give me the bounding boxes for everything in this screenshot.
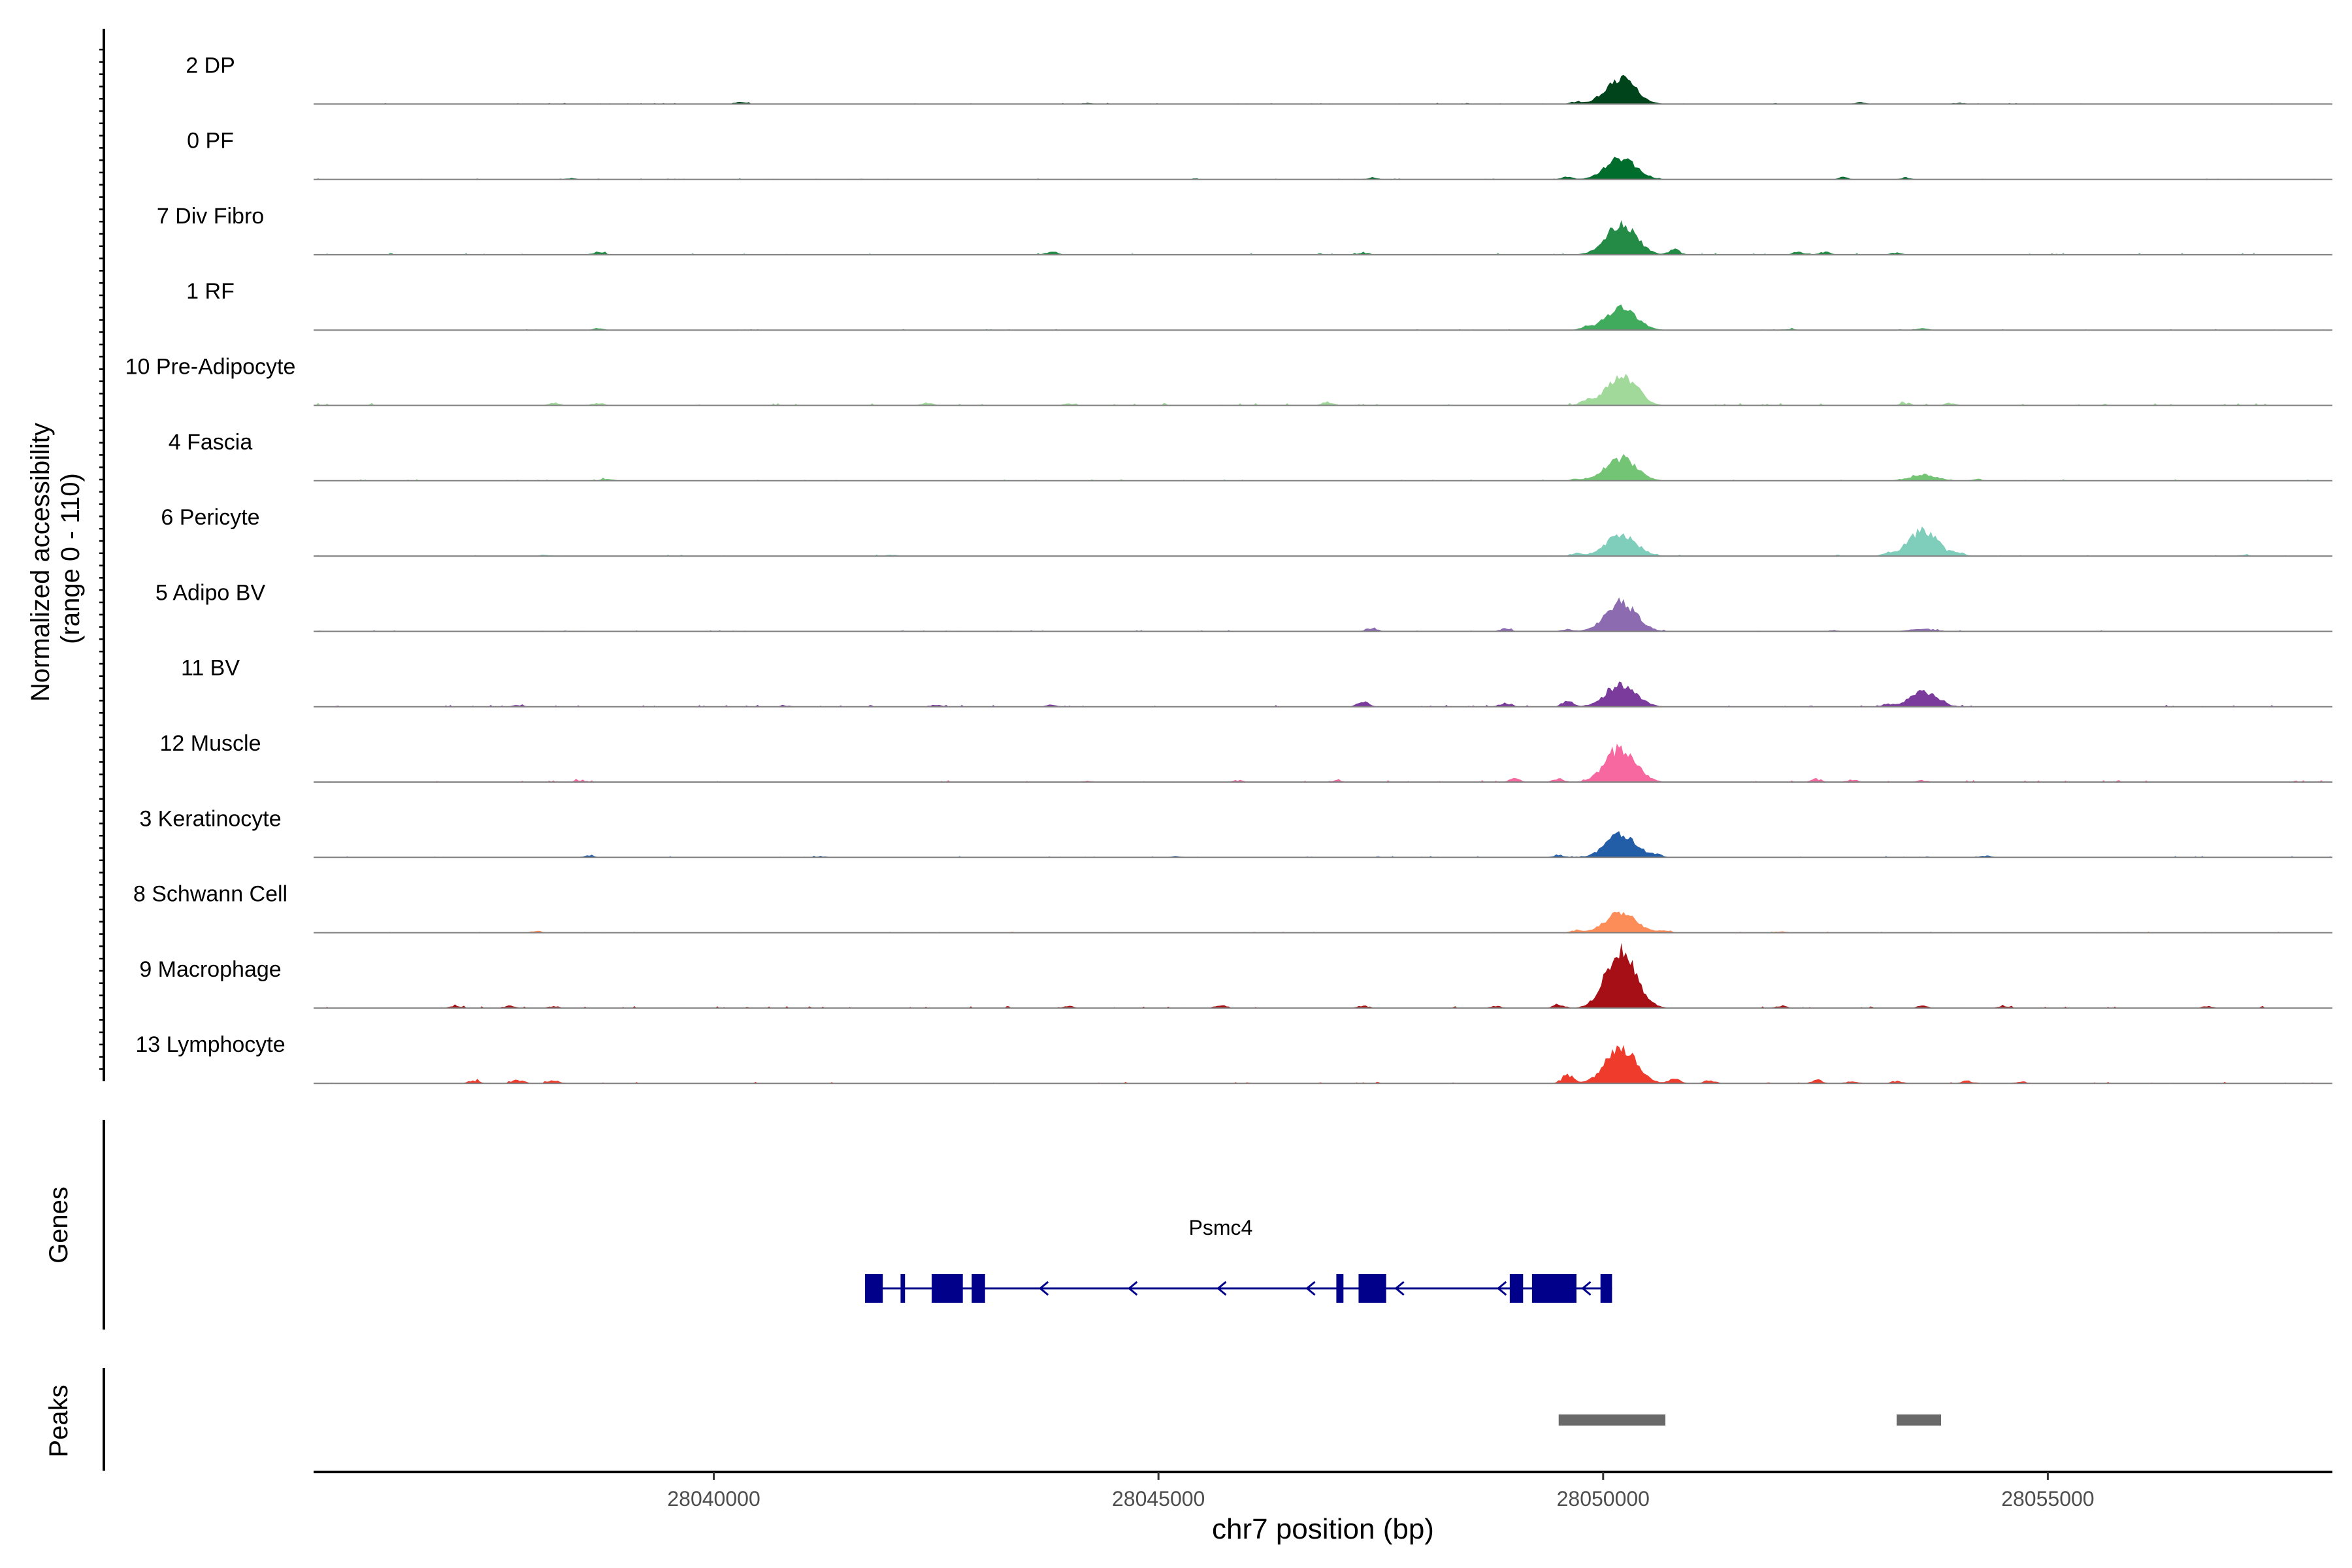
coverage-area [314, 743, 2332, 782]
gene-exon [1531, 1274, 1576, 1303]
track-label: 2 DP [186, 53, 235, 78]
x-tick-label: 28055000 [2001, 1487, 2094, 1511]
coverage-area [314, 74, 2332, 105]
gene-exon [1600, 1274, 1612, 1303]
strand-arrow [1305, 1281, 1316, 1296]
gene-exon [1509, 1274, 1524, 1303]
track-9-macrophage: 9 Macrophage [139, 943, 2332, 1009]
coverage-area [314, 527, 2332, 557]
gene-exon [864, 1274, 883, 1303]
strand-arrow [1394, 1281, 1405, 1296]
track-label: 0 PF [187, 129, 234, 154]
track-3-keratinocyte: 3 Keratinocyte [139, 806, 2332, 858]
gene-label: Psmc4 [1189, 1216, 1253, 1239]
x-tick-label: 28050000 [1557, 1487, 1650, 1511]
coverage-area [314, 156, 2332, 180]
track-12-muscle: 12 Muscle [160, 731, 2332, 783]
coverage-area [314, 304, 2332, 331]
gene-exon [1336, 1274, 1344, 1303]
peaks-axis-label: Peaks [44, 1384, 73, 1457]
strand-arrow [1581, 1281, 1592, 1296]
strand-arrow [1217, 1281, 1227, 1296]
x-axis-title: chr7 position (bp) [1212, 1513, 1434, 1545]
x-tick-label: 28045000 [1112, 1487, 1205, 1511]
strand-arrow [1127, 1281, 1138, 1296]
gene-track: Psmc4 [864, 1216, 1612, 1303]
track-label: 4 Fascia [169, 430, 253, 455]
track-2-dp: 2 DP [186, 53, 2332, 105]
coverage-area [314, 831, 2332, 858]
gene-exon [932, 1274, 963, 1303]
coverage-area [314, 1045, 2332, 1084]
track-label: 6 Pericyte [161, 505, 259, 530]
gene-exon [900, 1274, 906, 1303]
coverage-area [314, 911, 2332, 933]
peak-region [1558, 1414, 1666, 1426]
track-label: 13 Lymphocyte [135, 1032, 285, 1057]
track-7-div-fibro: 7 Div Fibro [157, 204, 2332, 255]
track-1-rf: 1 RF [186, 279, 2332, 331]
track-label: 5 Adipo BV [155, 580, 266, 605]
strand-arrow [1038, 1281, 1049, 1296]
track-label: 3 Keratinocyte [139, 806, 281, 831]
x-tick-label: 28040000 [667, 1487, 760, 1511]
coverage-y-axis-label: Normalized accessibility (range 0 - 110) [26, 416, 85, 702]
track-6-pericyte: 6 Pericyte [161, 505, 2332, 557]
x-axis-ticks: 28040000 28045000 28050000 28055000 [667, 1472, 2095, 1511]
track-4-fascia: 4 Fascia [169, 430, 2332, 482]
genes-axis-label: Genes [44, 1186, 73, 1264]
coverage-area [314, 943, 2332, 1008]
coverage-y-axis-label-line2: (range 0 - 110) [56, 473, 85, 644]
track-label: 10 Pre-Adipocyte [125, 355, 296, 380]
coverage-y-axis-ticks [99, 48, 104, 1070]
gene-exon [1358, 1274, 1386, 1303]
track-label: 8 Schwann Cell [133, 882, 287, 907]
gene-exon [972, 1274, 985, 1303]
track-13-lymphocyte: 13 Lymphocyte [135, 1032, 2332, 1085]
track-5-adipo-bv: 5 Adipo BV [155, 580, 2332, 632]
strand-arrow [1496, 1281, 1507, 1296]
track-label: 12 Muscle [160, 731, 261, 756]
track-label: 11 BV [181, 656, 240, 681]
coverage-area [314, 681, 2332, 707]
coverage-area [314, 374, 2332, 406]
track-11-bv: 11 BV [181, 656, 2332, 708]
coverage-tracks: 2 DP 0 PF 7 Div Fibro 1 RF 10 Pre-Adipocyte 4… [125, 53, 2332, 1085]
track-label: 1 RF [186, 279, 235, 304]
track-label: 7 Div Fibro [157, 204, 264, 229]
coverage-area [314, 220, 2332, 255]
track-0-pf: 0 PF [187, 129, 2332, 180]
coverage-y-axis-label-line1: Normalized accessibility [26, 423, 55, 702]
coverage-area [314, 453, 2332, 481]
peak-region [1896, 1414, 1942, 1426]
track-10-pre-adipocyte: 10 Pre-Adipocyte [125, 355, 2332, 406]
track-8-schwann-cell: 8 Schwann Cell [133, 882, 2332, 934]
track-label: 9 Macrophage [139, 957, 281, 982]
peaks-track [1558, 1414, 1942, 1426]
coverage-area [314, 597, 2332, 632]
